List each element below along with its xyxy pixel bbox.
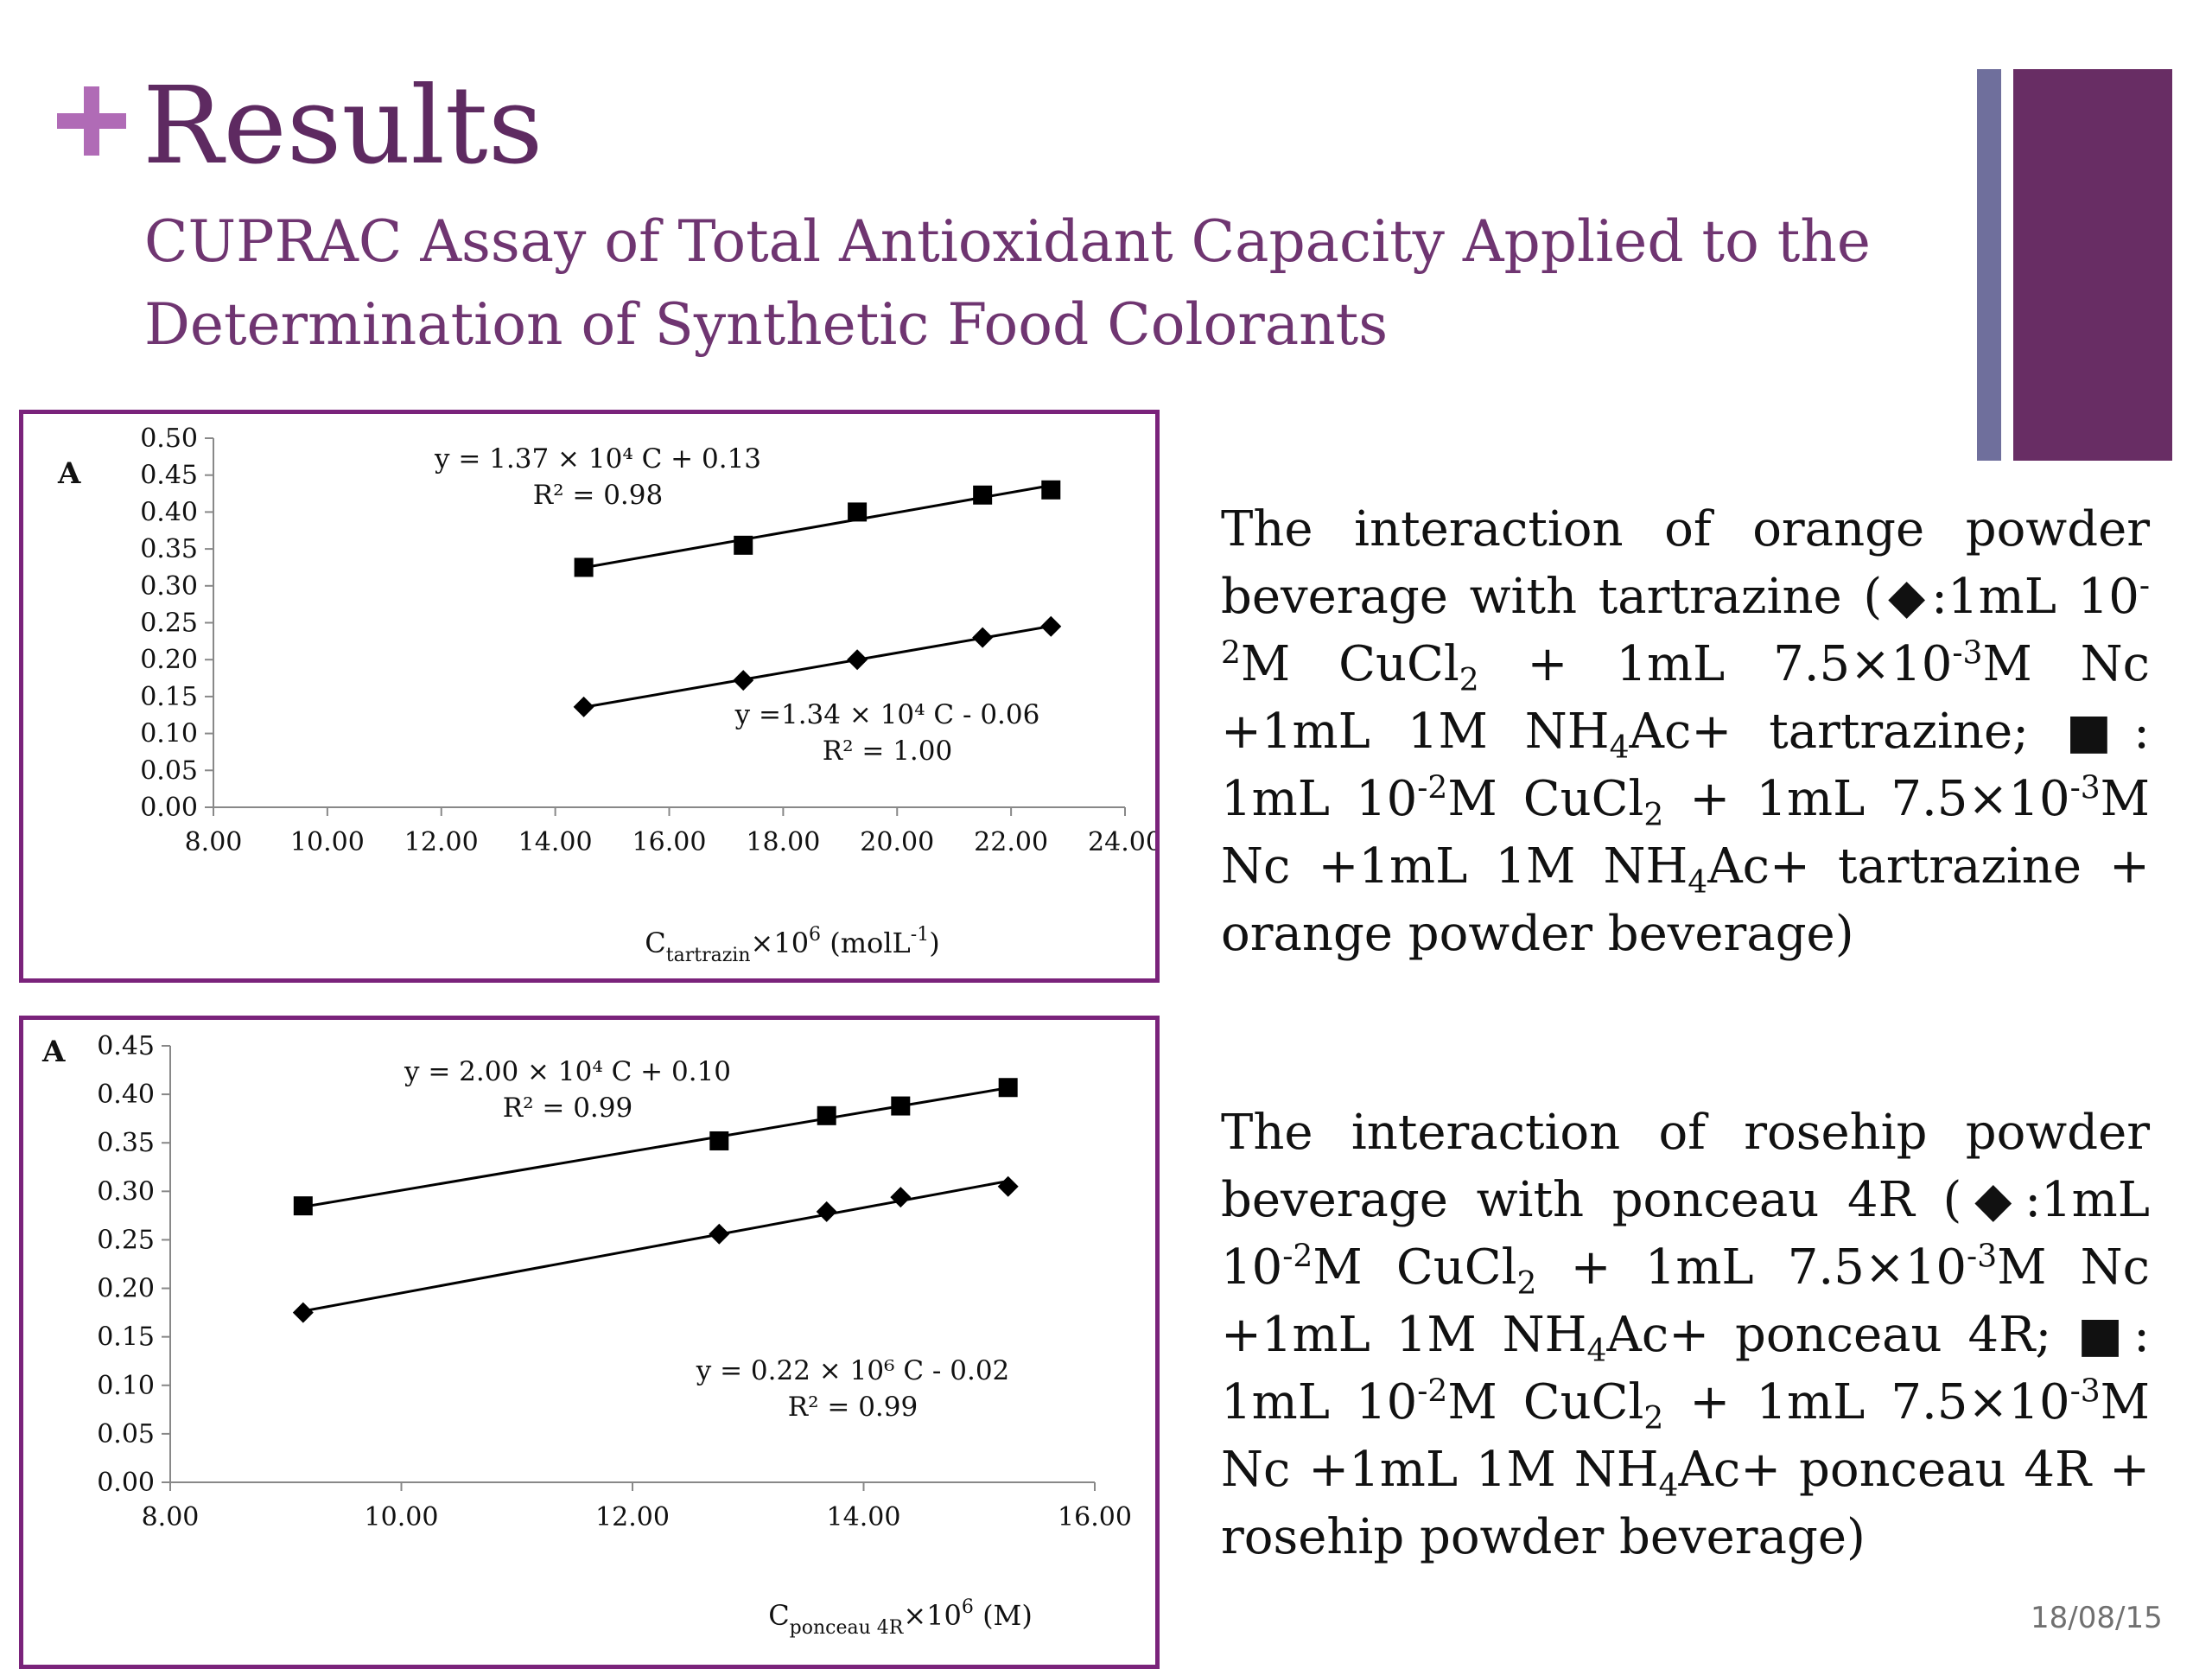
data-point-diamond bbox=[972, 627, 994, 648]
trendline-equation: y = 2.00 × 10⁴ C + 0.10 bbox=[404, 1056, 731, 1087]
data-point-square bbox=[998, 1078, 1018, 1098]
y-tick-label: 0.05 bbox=[140, 755, 198, 786]
y-tick-label: 0.00 bbox=[140, 793, 198, 823]
diamond-marker-symbol: ◆ bbox=[1882, 569, 1932, 625]
y-tick-label: 0.40 bbox=[140, 497, 198, 527]
x-axis-label-part: 6 bbox=[809, 924, 821, 946]
description-ponceau: The interaction of rosehip powder bevera… bbox=[1221, 1105, 2151, 1565]
x-tick-label: 10.00 bbox=[290, 827, 365, 857]
data-point-diamond bbox=[709, 1223, 730, 1245]
data-point-diamond bbox=[1040, 615, 1062, 637]
plus-icon bbox=[57, 86, 126, 156]
x-axis-label-part: ponceau 4R bbox=[790, 1617, 905, 1639]
data-point-square bbox=[848, 502, 868, 522]
y-tick-label: 0.10 bbox=[140, 719, 198, 749]
diamond-marker-symbol: ◆ bbox=[1961, 1172, 2025, 1228]
x-tick-label: 20.00 bbox=[860, 827, 934, 857]
slide-date: 18/08/15 bbox=[2031, 1601, 2163, 1635]
trendline-equation: y = 1.37 × 10⁴ C + 0.13 bbox=[434, 443, 761, 475]
description-tartrazine: The interaction of orange powder beverag… bbox=[1221, 501, 2151, 962]
x-axis-label-part: (molL bbox=[821, 927, 911, 959]
y-tick-label: 0.45 bbox=[97, 1031, 155, 1061]
decorative-bar-thick bbox=[2013, 69, 2172, 461]
data-point-diamond bbox=[890, 1187, 912, 1208]
x-tick-label: 16.00 bbox=[1058, 1502, 1132, 1532]
x-axis-label-part: tartrazin bbox=[666, 945, 751, 966]
square-marker-symbol: ■ bbox=[2077, 1307, 2134, 1363]
y-tick-label: 0.15 bbox=[97, 1322, 155, 1353]
data-point-diamond bbox=[292, 1302, 314, 1323]
x-axis-label-part: C bbox=[768, 1599, 789, 1632]
trendline-equation: y =1.34 × 10⁴ C - 0.06 bbox=[734, 699, 1040, 730]
slide-subtitle: CUPRAC Assay of Total Antioxidant Capaci… bbox=[144, 208, 1871, 358]
trendline-r-squared: R² = 0.99 bbox=[788, 1392, 918, 1423]
data-point-square bbox=[1041, 480, 1061, 500]
x-axis-label-part: 6 bbox=[962, 1596, 974, 1618]
x-tick-label: 12.00 bbox=[404, 827, 479, 857]
y-tick-label: 0.05 bbox=[97, 1419, 155, 1449]
chart-ponceau: 0.00 0.05 0.10 0.15 0.20 0.25 0.30 0.35 0.40 0.45… bbox=[41, 1031, 1132, 1639]
x-tick-label: 18.00 bbox=[746, 827, 820, 857]
x-tick-label: 8.00 bbox=[142, 1502, 200, 1532]
data-point-diamond bbox=[997, 1175, 1019, 1197]
y-tick-label: 0.35 bbox=[97, 1128, 155, 1158]
data-point-diamond bbox=[816, 1201, 837, 1222]
y-tick-label: 0.10 bbox=[97, 1371, 155, 1401]
data-point-square bbox=[709, 1131, 729, 1150]
y-tick-label: 0.25 bbox=[97, 1225, 155, 1255]
data-point-square bbox=[734, 535, 753, 555]
x-tick-label: 24.00 bbox=[1088, 827, 1155, 857]
chart-panel-tartrazine: 0.00 0.05 0.10 0.15 0.20 0.25 0.30 0.35 0.40 0.45… bbox=[19, 410, 1160, 983]
chart-tartrazine: 0.00 0.05 0.10 0.15 0.20 0.25 0.30 0.35 0.40 0.45… bbox=[57, 424, 1155, 966]
y-tick-label: 0.50 bbox=[140, 424, 198, 454]
trendline-r-squared: R² = 0.98 bbox=[533, 480, 663, 511]
x-axis-label-part: (M) bbox=[974, 1599, 1033, 1632]
x-tick-label: 16.00 bbox=[632, 827, 707, 857]
y-axis-label: A bbox=[41, 1035, 66, 1069]
chart-panel-ponceau: 0.00 0.05 0.10 0.15 0.20 0.25 0.30 0.35 0.40 0.45… bbox=[19, 1016, 1160, 1669]
square-marker-symbol: ■ bbox=[2066, 704, 2134, 760]
y-tick-label: 0.25 bbox=[140, 608, 198, 639]
y-tick-label: 0.15 bbox=[140, 682, 198, 712]
trendline-r-squared: R² = 1.00 bbox=[823, 736, 952, 767]
x-tick-label: 14.00 bbox=[827, 1502, 901, 1532]
x-tick-label: 22.00 bbox=[974, 827, 1048, 857]
trendline-equation: y = 0.22 × 10⁶ C - 0.02 bbox=[696, 1355, 1010, 1386]
y-tick-label: 0.45 bbox=[140, 461, 198, 491]
y-tick-label: 0.20 bbox=[140, 645, 198, 675]
data-point-square bbox=[973, 485, 993, 505]
data-point-square bbox=[817, 1105, 836, 1125]
trendline-diamond bbox=[302, 1179, 1008, 1313]
slide-title: Results bbox=[143, 64, 543, 188]
data-point-square bbox=[891, 1096, 911, 1116]
x-axis-label-part: -1 bbox=[911, 924, 929, 946]
x-tick-label: 14.00 bbox=[518, 827, 593, 857]
y-tick-label: 0.35 bbox=[140, 534, 198, 564]
trendline-square bbox=[302, 1086, 1008, 1208]
data-point-square bbox=[574, 557, 594, 577]
x-axis-label: Cponceau 4R×106 (M) bbox=[768, 1596, 1033, 1639]
x-axis-label-part: ×10 bbox=[903, 1599, 962, 1632]
y-tick-label: 0.20 bbox=[97, 1274, 155, 1304]
x-tick-label: 12.00 bbox=[595, 1502, 670, 1532]
y-axis-label: A bbox=[57, 456, 81, 491]
x-tick-label: 10.00 bbox=[365, 1502, 439, 1532]
y-tick-label: 0.30 bbox=[140, 571, 198, 602]
trendline-diamond bbox=[583, 624, 1052, 709]
y-tick-label: 0.30 bbox=[97, 1176, 155, 1207]
data-point-square bbox=[293, 1196, 313, 1216]
x-axis-label-part: ) bbox=[929, 927, 939, 959]
x-axis-label-part: ×10 bbox=[751, 927, 810, 959]
y-tick-label: 0.40 bbox=[97, 1080, 155, 1110]
data-point-diamond bbox=[573, 696, 594, 717]
data-point-diamond bbox=[733, 670, 754, 691]
y-tick-label: 0.00 bbox=[97, 1468, 155, 1498]
decorative-bar-thin bbox=[1977, 69, 2001, 461]
x-axis-label: Ctartrazin×106 (molL-1) bbox=[645, 924, 939, 966]
x-axis-label-part: C bbox=[645, 927, 665, 959]
x-tick-label: 8.00 bbox=[185, 827, 243, 857]
data-point-diamond bbox=[847, 649, 868, 671]
trendline-r-squared: R² = 0.99 bbox=[503, 1092, 632, 1124]
